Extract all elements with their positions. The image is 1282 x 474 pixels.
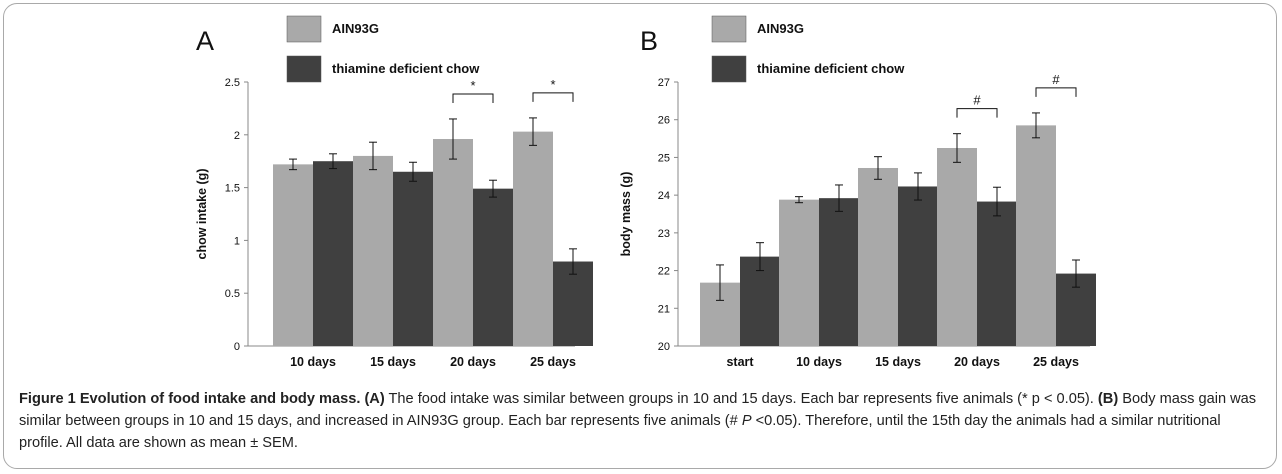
panel-b-bar-thiamine-3 [977,201,1017,346]
panel-a-y-tick-label: 1 [234,235,240,247]
panel-a-x-tick-label: 10 days [290,355,336,369]
panel-a-y-tick-label: 2 [234,130,240,142]
caption-title: Evolution of food intake and body mass. [79,391,361,407]
caption-p-italic: P [741,413,752,429]
panel-b-x-tick-label: 20 days [954,355,1000,369]
panel-b-y-tick-label: 22 [658,266,670,278]
caption-part-b-label: (B) [1097,391,1119,407]
panel-b-significance-mark: # [1052,72,1060,87]
figure-caption: Figure 1 Evolution of food intake and bo… [19,388,1264,454]
panel-a-y-tick-label: 1.5 [225,183,240,195]
figure-frame [3,3,1277,469]
panel-b-bar-thiamine-1 [819,198,859,346]
panel-b-bar-ain93g-2 [858,167,898,346]
panel-b-y-tick-label: 23 [658,228,670,240]
panel-a-bar-thiamine-2 [473,188,513,346]
panel-a-bar-ain93g-0 [273,164,313,346]
panel-a-bar-thiamine-3 [553,261,593,346]
panel-b-x-tick-label: 15 days [875,355,921,369]
panel-b-bar-thiamine-2 [898,186,938,346]
panel-b-legend-label-0: AIN93G [757,21,804,36]
panel-a-legend-swatch-1 [286,55,322,83]
panel-a-legend-label-1: thiamine deficient chow [332,61,480,76]
panel-b-label: B [640,26,658,56]
panel-b-bar-ain93g-4 [1016,125,1056,346]
panel-b-legend-swatch-1 [711,55,747,83]
panel-a-y-axis-label: chow intake (g) [195,169,209,260]
panel-a-bar-thiamine-1 [393,171,433,346]
panel-b-y-tick-label: 24 [658,190,670,202]
panel-a-y-tick-label: 0 [234,341,240,353]
caption-part-a-label: (A) [364,391,385,407]
panel-a-y-tick-label: 0.5 [225,288,240,300]
panel-b-y-tick-label: 20 [658,341,670,353]
panel-b-x-tick-label: start [726,355,754,369]
panel-b-bar-ain93g-1 [779,199,819,346]
panel-b-legend-label-1: thiamine deficient chow [757,61,905,76]
panel-b-legend-swatch-0 [711,15,747,43]
panel-a-significance-mark: * [470,78,475,93]
panel-b-y-tick-label: 26 [658,115,670,127]
panel-a-label: A [196,26,214,56]
panel-b-significance-bracket [956,108,998,118]
panel-a-bar-ain93g-1 [353,155,393,346]
panel-b-bar-thiamine-0 [740,256,780,346]
panel-a-x-tick-label: 25 days [530,355,576,369]
panel-b-y-tick-label: 25 [658,152,670,164]
caption-part-b-text-1: Body mass gain was similar between group… [19,391,1257,429]
panel-b-significance-bracket [1035,87,1077,97]
panel-b-x-tick-label: 10 days [796,355,842,369]
panel-a-bar-ain93g-2 [433,139,473,346]
panel-a-legend-swatch-0 [286,15,322,43]
caption-part-b-text-2: <0.05). Therefore, until the 15th day th… [19,413,1221,451]
panel-b-y-tick-label: 27 [658,77,670,89]
panel-a-bar-ain93g-3 [513,131,553,346]
panel-a-x-tick-label: 15 days [370,355,416,369]
panel-b-x-tick-label: 25 days [1033,355,1079,369]
panel-a-bar-thiamine-0 [313,161,353,346]
panel-b-y-tick-label: 21 [658,303,670,315]
panel-a-significance-mark: * [550,77,555,92]
panel-b-y-axis-label: body mass (g) [619,172,633,257]
panel-a-significance-bracket [532,92,574,102]
panel-b-bar-ain93g-3 [937,148,977,346]
panel-a-significance-bracket [452,93,494,103]
panel-b-significance-mark: # [973,93,981,108]
caption-figure-label: Figure 1 [19,391,76,407]
panel-a-y-tick-label: 2.5 [225,77,240,89]
panel-a-x-tick-label: 20 days [450,355,496,369]
caption-part-a-text: The food intake was similar between grou… [388,391,1094,407]
panel-a-legend-label-0: AIN93G [332,21,379,36]
